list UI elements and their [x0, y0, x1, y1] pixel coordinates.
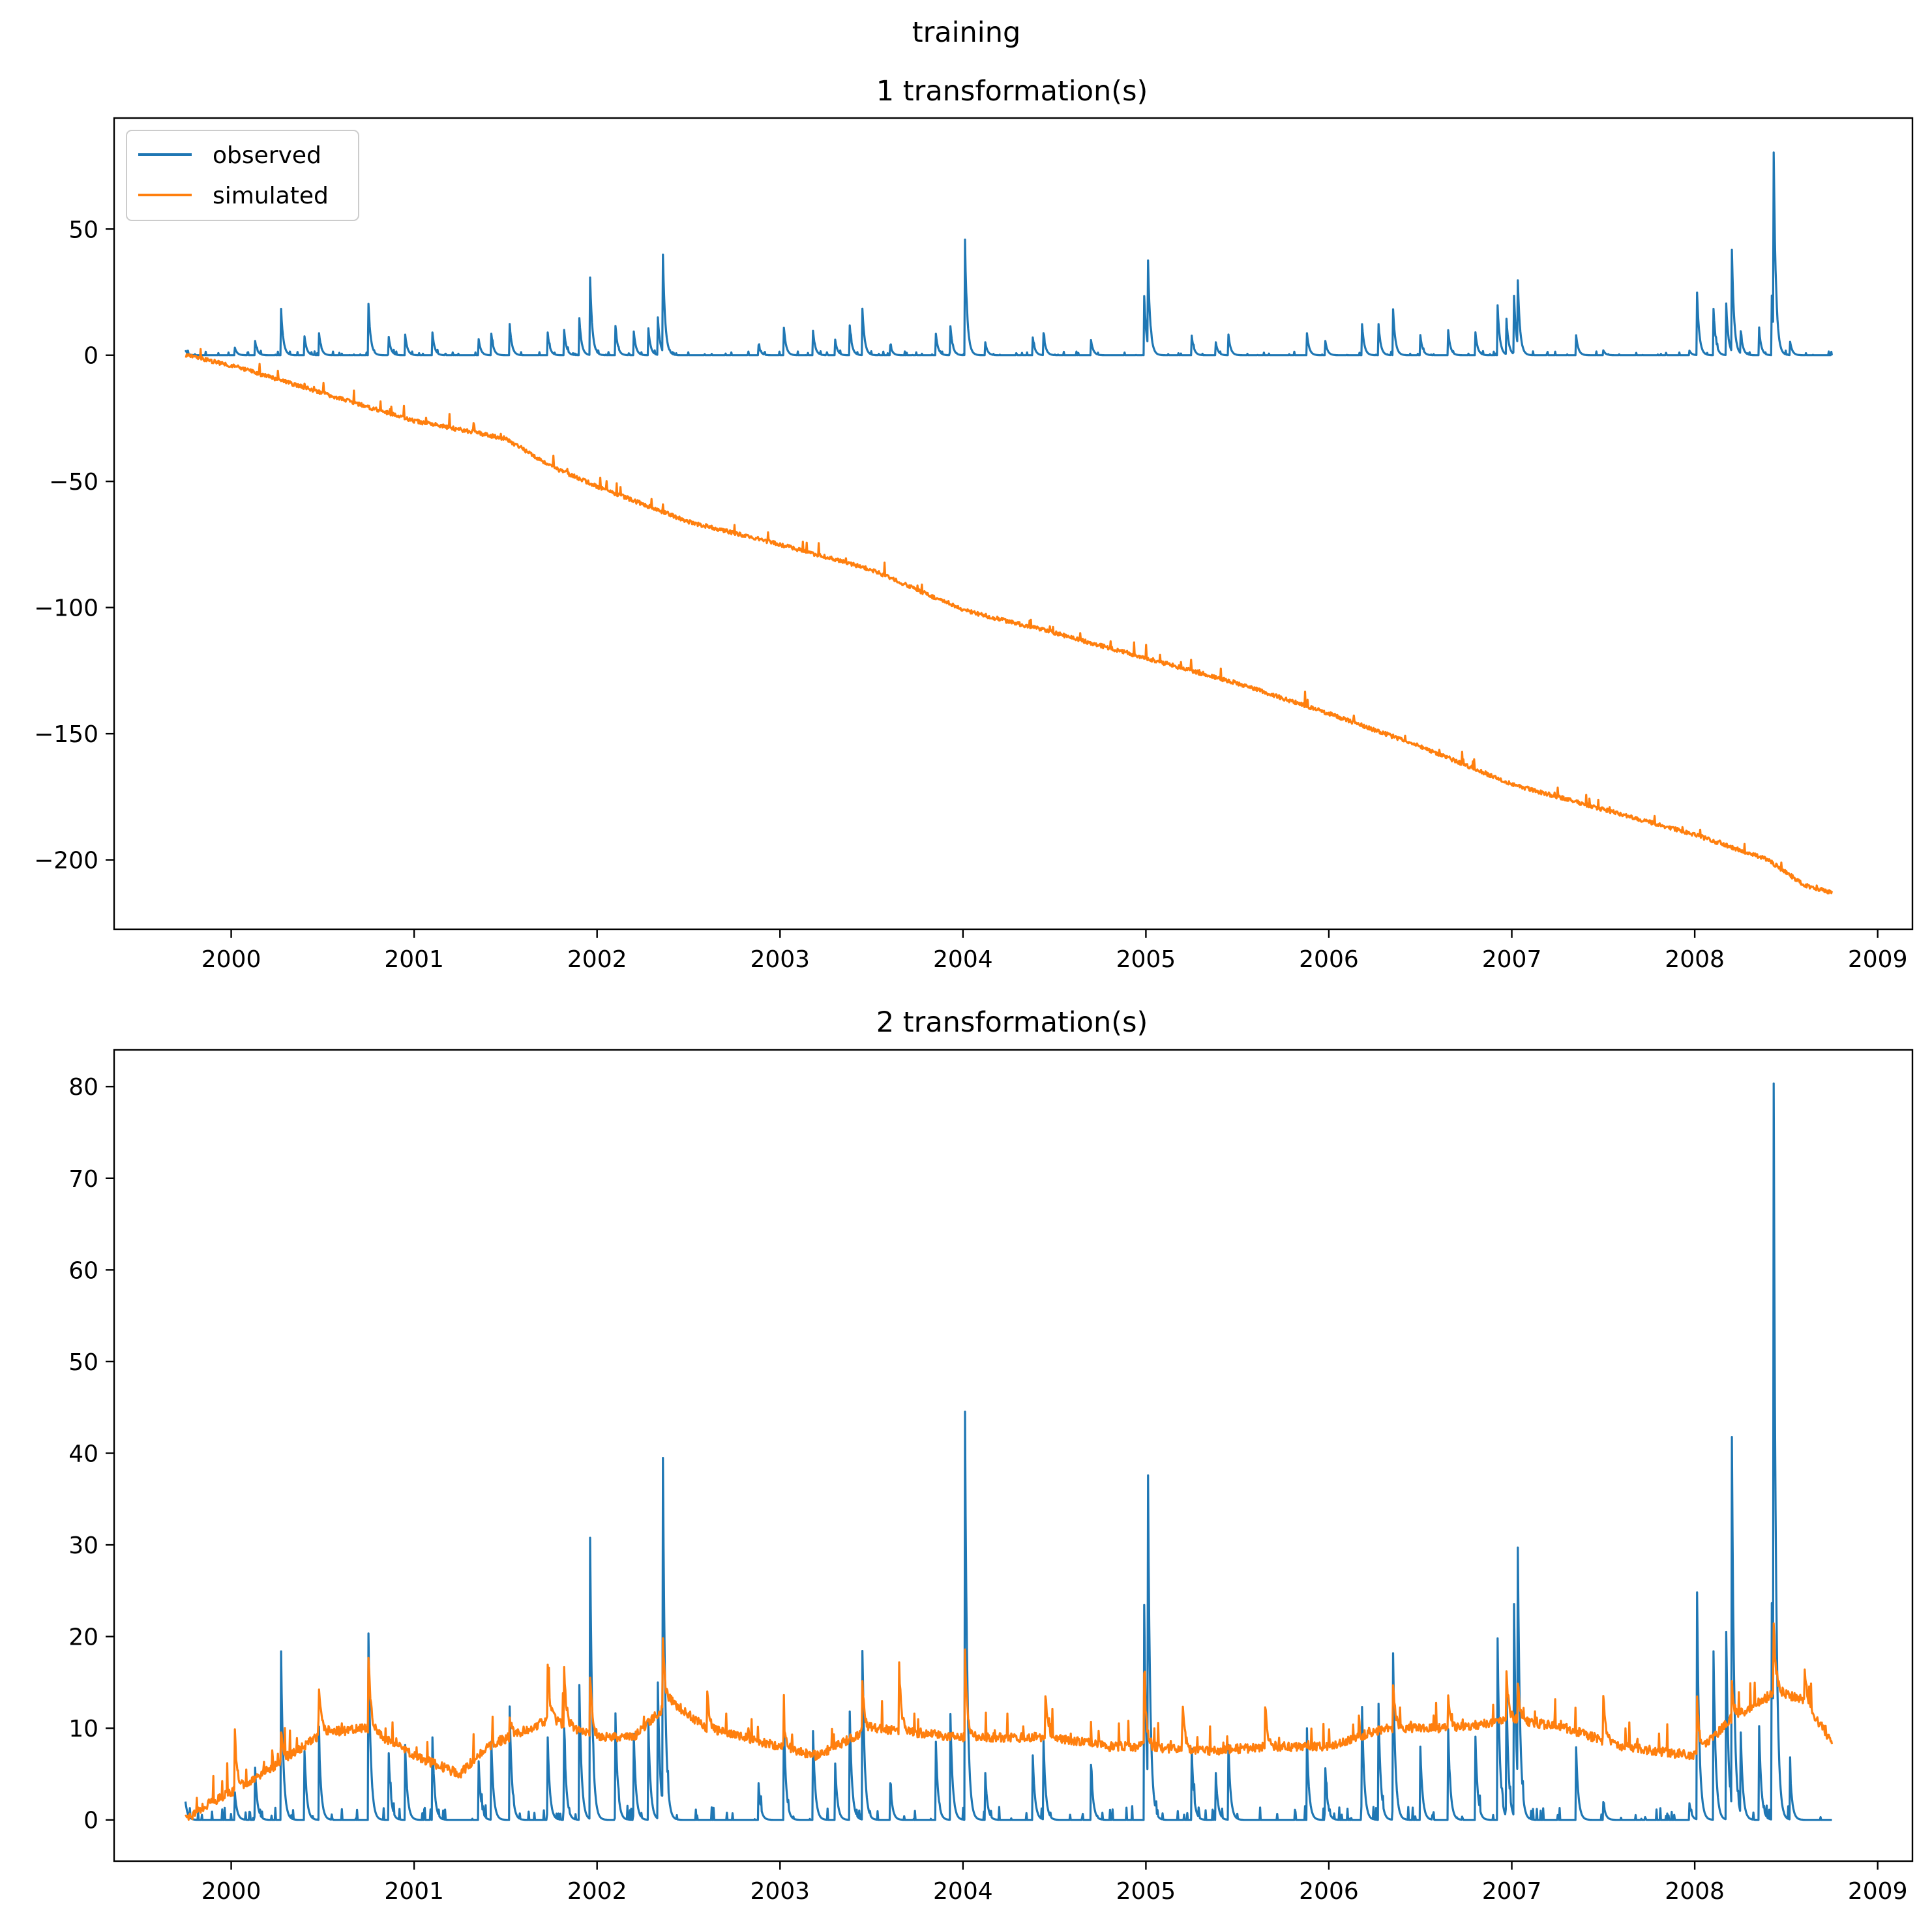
- series-line-observed: [184, 151, 1834, 357]
- panel-1-series: [184, 151, 1834, 895]
- legend-simulated-label: simulated: [213, 183, 329, 209]
- y-tick-label-50: 50: [68, 1349, 98, 1376]
- legend-observed-label: observed: [213, 142, 321, 169]
- panel-1-frame: [113, 117, 1914, 931]
- legend[interactable]: observed simulated: [126, 130, 359, 221]
- series-line-simulated: [185, 1622, 1834, 1821]
- x-tick-label-2006: 2006: [1299, 1878, 1359, 1905]
- x-tick-label-2003: 2003: [750, 946, 810, 973]
- series-line-simulated: [185, 348, 1834, 895]
- x-tick-label-2000: 2000: [201, 946, 261, 973]
- x-tick-label-2001: 2001: [384, 946, 444, 973]
- y-tick-label-0: 0: [83, 343, 98, 370]
- x-tick-label-2000: 2000: [201, 1878, 261, 1905]
- x-tick-label-2002: 2002: [567, 946, 627, 973]
- panel-2: 2 transformation(s) 2000 2001 2002 2003 2004…: [68, 1006, 1914, 1905]
- x-tick-label-2007: 2007: [1482, 1878, 1542, 1905]
- x-tick-label-2005: 2005: [1116, 1878, 1176, 1905]
- x-tick-label-2009: 2009: [1848, 1878, 1908, 1905]
- x-tick-label-2001: 2001: [384, 1878, 444, 1905]
- x-tick-label-2005: 2005: [1116, 946, 1176, 973]
- panel-2-ticks: 2000 2001 2002 2003 2004 2005 2006 2007 2008 2009…: [68, 1074, 1907, 1905]
- panel-1-ticks: 2000 2001 2002 2003 2004 2005 2006 2007 2008 2009…: [34, 217, 1907, 973]
- y-tick-label--200: −200: [34, 848, 98, 874]
- y-tick-label-50: 50: [68, 217, 98, 243]
- y-tick-label-80: 80: [68, 1074, 98, 1101]
- y-tick-label-10: 10: [68, 1716, 98, 1742]
- y-tick-label-60: 60: [68, 1257, 98, 1284]
- panel-1-title: 1 transformation(s): [876, 75, 1148, 108]
- y-tick-label-30: 30: [68, 1532, 98, 1559]
- y-tick-label-40: 40: [68, 1441, 98, 1467]
- panel-2-frame: [113, 1049, 1914, 1862]
- x-tick-label-2008: 2008: [1665, 946, 1725, 973]
- x-tick-label-2009: 2009: [1848, 946, 1908, 973]
- x-tick-label-2006: 2006: [1299, 946, 1359, 973]
- x-tick-label-2002: 2002: [567, 1878, 627, 1905]
- panel-2-series: [184, 1082, 1834, 1821]
- x-tick-label-2003: 2003: [750, 1878, 810, 1905]
- x-tick-label-2004: 2004: [933, 946, 993, 973]
- panel-1: 1 transformation(s) 2000 2001 2002 2003 2004…: [34, 75, 1914, 973]
- y-tick-label--50: −50: [49, 469, 98, 496]
- panel-2-title: 2 transformation(s): [876, 1006, 1148, 1039]
- y-tick-label-70: 70: [68, 1166, 98, 1193]
- y-tick-label--150: −150: [34, 721, 98, 748]
- x-tick-label-2007: 2007: [1482, 946, 1542, 973]
- y-tick-label-20: 20: [68, 1624, 98, 1651]
- y-tick-label--100: −100: [34, 595, 98, 622]
- legend-box: [126, 130, 359, 221]
- figure-suptitle: training: [912, 16, 1021, 49]
- y-tick-label-0: 0: [83, 1808, 98, 1834]
- series-line-observed: [184, 1082, 1833, 1821]
- x-tick-label-2008: 2008: [1665, 1878, 1725, 1905]
- x-tick-label-2004: 2004: [933, 1878, 993, 1905]
